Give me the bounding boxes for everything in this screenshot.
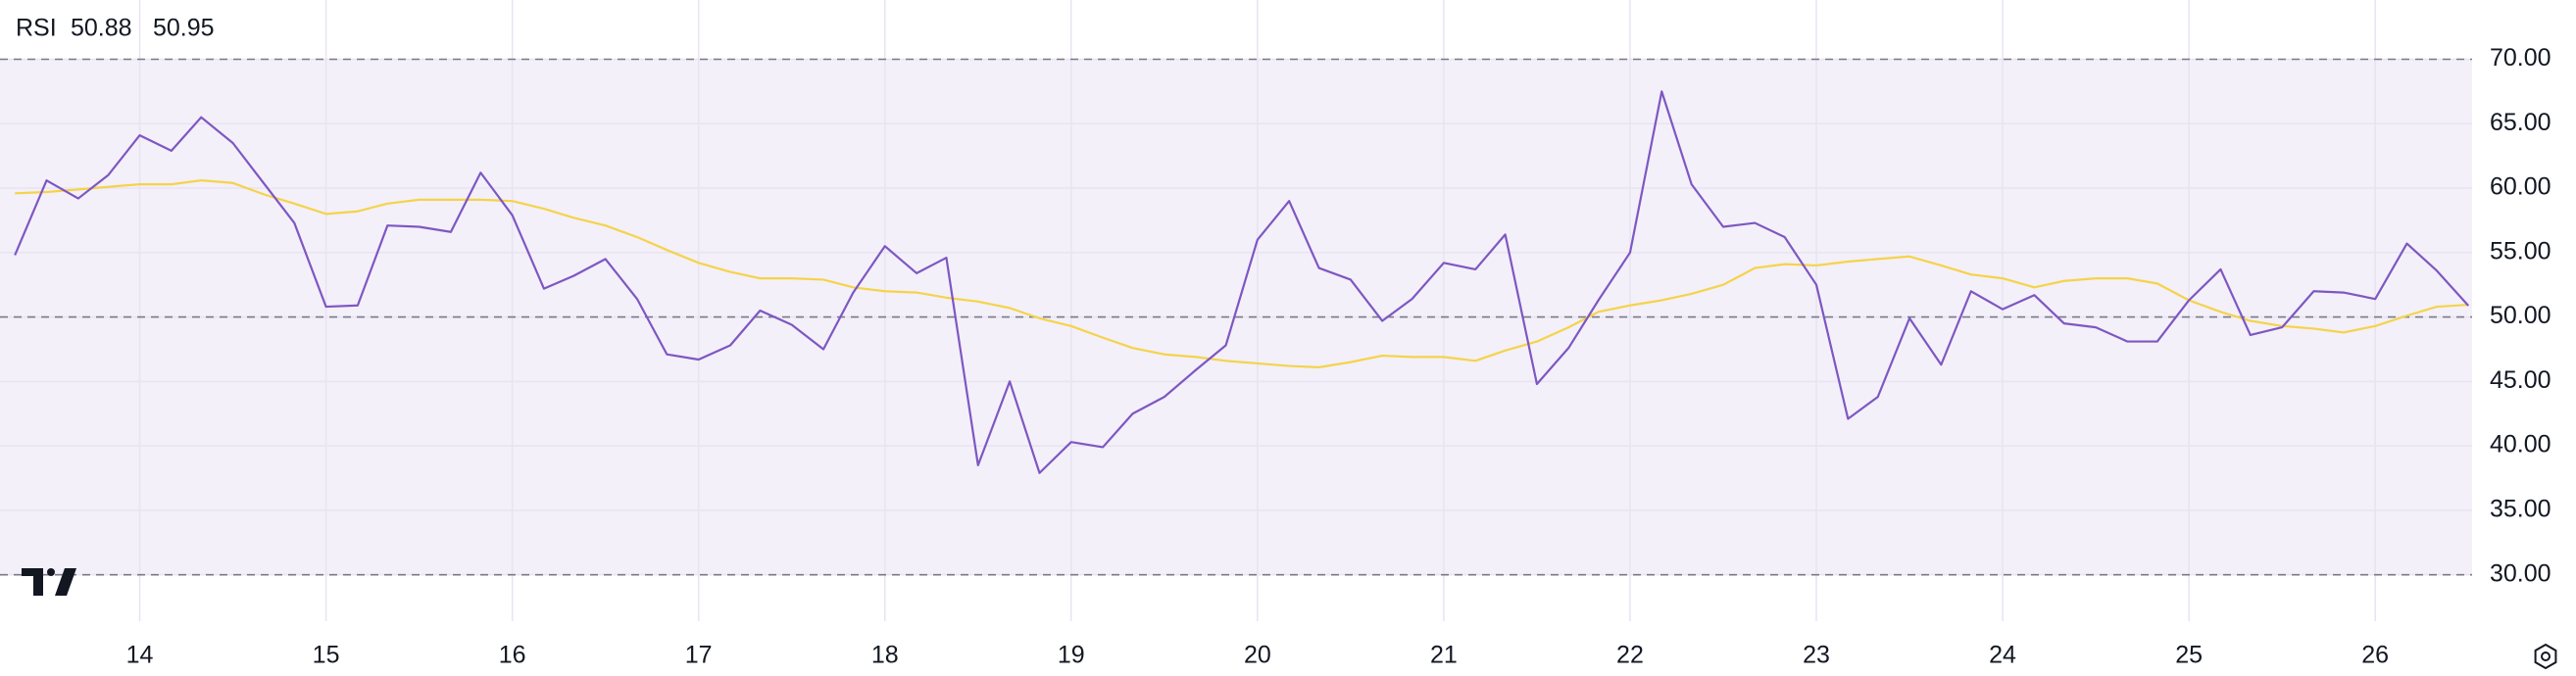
x-tick-label: 26 [2361,642,2389,669]
label-layer: RSI 50.88 50.95 30.00 35.00 40.00 45.00 50.0… [16,15,2551,669]
y-tick-label: 60.00 [2490,173,2551,201]
x-tick-label: 19 [1058,642,1085,669]
y-tick-label: 50.00 [2490,302,2551,329]
x-tick-label: 16 [499,642,526,669]
y-tick-label: 65.00 [2490,109,2551,136]
y-tick-label: 45.00 [2490,366,2551,394]
settings-icon[interactable] [2534,643,2557,670]
x-tick-label: 20 [1244,642,1271,669]
line-layer [14,90,2470,474]
grid-layer [0,0,2472,621]
x-tick-label: 21 [1430,642,1458,669]
y-tick-label: 55.00 [2490,237,2551,265]
y-tick-label: 40.00 [2490,431,2551,459]
x-tick-label: 22 [1616,642,1644,669]
y-tick-label: 35.00 [2490,495,2551,522]
rsi-line [14,90,2470,474]
y-tick-label: 70.00 [2490,44,2551,72]
legend-value: 50.88 [71,15,132,42]
x-tick-label: 17 [685,642,713,669]
indicator-title: RSI [16,15,57,42]
rsi-line [15,179,2469,368]
x-tick-label: 15 [313,642,340,669]
y-tick-label: 30.00 [2490,559,2551,587]
tradingview-logo [22,568,76,596]
x-tick-label: 25 [2175,642,2203,669]
x-tick-label: 24 [1989,642,2016,669]
x-tick-label: 14 [126,642,154,669]
x-tick-label: 23 [1803,642,1830,669]
legend-value: 50.95 [153,15,215,42]
x-tick-label: 18 [871,642,899,669]
